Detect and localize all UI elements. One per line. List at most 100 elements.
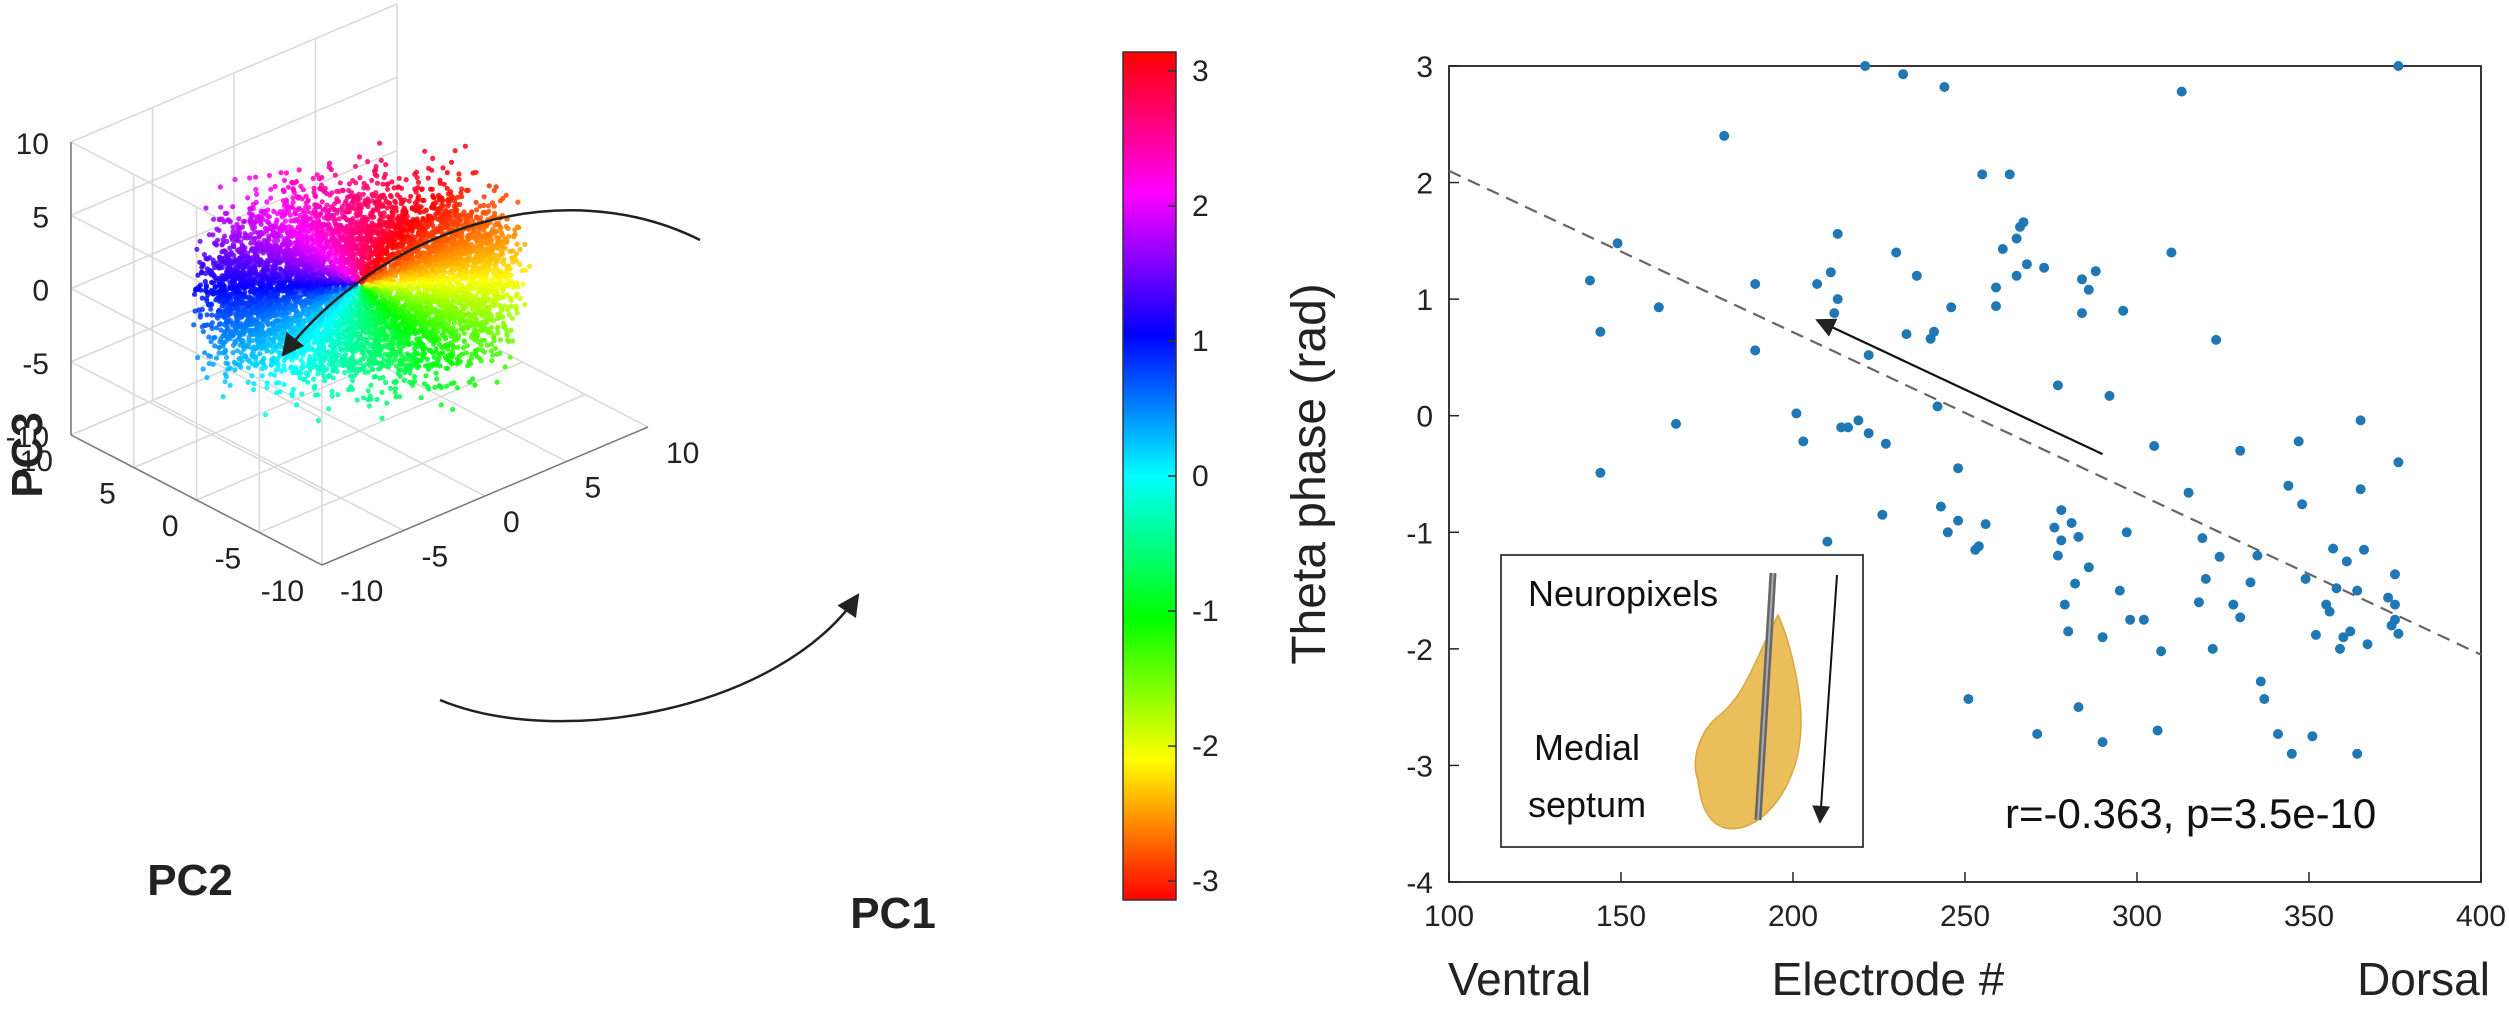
cloud-point	[348, 220, 354, 226]
cloud-point	[384, 205, 390, 211]
cloud-point	[200, 261, 206, 267]
cloud-point	[208, 353, 214, 360]
cloud-point	[260, 300, 266, 306]
cloud-point	[322, 295, 328, 301]
cloud-point	[259, 208, 265, 214]
cloud-point	[272, 293, 278, 300]
cloud-point	[345, 292, 351, 298]
cloud-point	[239, 325, 245, 331]
cloud-point	[321, 221, 327, 227]
cloud-point	[260, 332, 266, 338]
cloud-point	[456, 171, 462, 177]
cloud-point	[270, 228, 276, 234]
cloud-point	[395, 184, 401, 190]
cloud-point	[284, 288, 290, 294]
floor-grid-line	[133, 328, 461, 469]
cloud-point	[210, 257, 216, 263]
cloud-point	[293, 217, 299, 223]
cloud-point	[251, 381, 257, 387]
cloud-point	[280, 198, 286, 204]
cloud-point	[264, 384, 270, 391]
cloud-point	[289, 179, 295, 185]
cloud-point	[277, 209, 283, 215]
cloud-point	[415, 179, 422, 185]
cloud-point	[293, 402, 300, 408]
cloud-point	[295, 281, 301, 288]
cloud-point	[235, 283, 241, 289]
cloud-point	[252, 270, 258, 276]
cloud-point	[463, 218, 469, 224]
cloud-point	[389, 179, 395, 185]
cloud-point	[238, 239, 244, 245]
cloud-point	[310, 175, 316, 181]
cloud-point	[393, 199, 399, 206]
cloud-point	[311, 376, 317, 382]
cloud-point	[292, 207, 299, 213]
cloud-point	[337, 180, 343, 186]
cloud-point	[250, 310, 256, 316]
cloud-point	[274, 284, 280, 290]
cloud-point	[271, 338, 277, 344]
cloud-point	[245, 250, 251, 256]
cloud-point	[378, 157, 384, 163]
cloud-point	[244, 262, 250, 269]
cloud-point	[356, 154, 363, 160]
cloud-point	[477, 215, 483, 221]
cloud-point	[305, 343, 312, 349]
cloud-point	[406, 198, 412, 204]
cloud-point	[297, 375, 303, 381]
cloud-point	[473, 199, 479, 205]
cloud-point	[322, 185, 328, 191]
cloud-point	[360, 236, 366, 242]
cloud-point	[270, 267, 276, 273]
cloud-point	[286, 299, 292, 305]
cloud-point	[230, 242, 236, 248]
cloud-point	[448, 245, 454, 251]
cloud-point	[230, 224, 236, 230]
cloud-point	[332, 172, 338, 178]
cloud-point	[264, 241, 270, 247]
cloud-point	[208, 301, 215, 307]
cloud-point	[377, 272, 383, 279]
cloud-point	[357, 195, 363, 201]
cloud-point	[292, 211, 299, 217]
cloud-point	[272, 183, 278, 190]
cloud-point	[418, 251, 424, 257]
back-wall-grid-line	[70, 3, 398, 143]
cloud-point	[203, 205, 209, 211]
cloud-point	[272, 329, 278, 335]
cloud-point	[199, 295, 205, 301]
cloud-point	[435, 216, 441, 222]
cloud-point	[265, 226, 271, 232]
cloud-point	[280, 187, 286, 193]
cloud-point	[281, 177, 288, 183]
cloud-point	[195, 272, 201, 278]
cloud-point	[418, 204, 424, 210]
cloud-point	[233, 324, 239, 330]
cloud-point	[218, 255, 225, 261]
floor-grid-line	[196, 361, 523, 501]
cloud-point	[301, 256, 307, 263]
cloud-point	[223, 354, 230, 360]
cloud-point	[222, 210, 228, 216]
cloud-point	[468, 210, 475, 216]
cloud-point	[408, 193, 414, 199]
cloud-point	[216, 350, 222, 356]
cloud-point	[312, 193, 318, 199]
cloud-point	[377, 140, 383, 146]
cloud-point	[234, 348, 240, 354]
cloud-point	[311, 185, 317, 191]
cloud-point	[481, 194, 487, 200]
cloud-point	[253, 354, 259, 360]
cloud-point	[305, 198, 311, 204]
cloud-point	[362, 228, 368, 234]
cloud-point	[422, 148, 428, 154]
cloud-point	[395, 235, 401, 241]
cloud-point	[296, 299, 302, 305]
cloud-point	[462, 143, 468, 149]
cloud-point	[219, 216, 225, 222]
cloud-point	[288, 280, 294, 286]
cloud-point	[223, 374, 229, 380]
cloud-point	[258, 230, 264, 236]
cloud-point	[313, 249, 319, 255]
